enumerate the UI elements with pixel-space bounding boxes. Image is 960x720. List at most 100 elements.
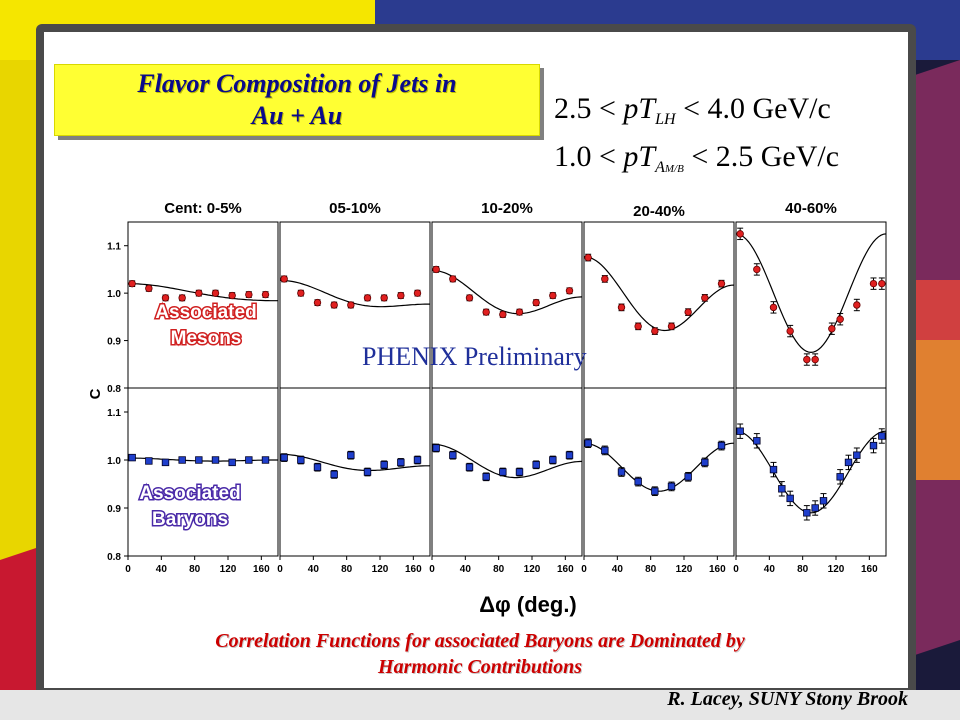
meson-point: [803, 355, 811, 364]
x-tick-label: 160: [861, 564, 878, 575]
meson-point: [449, 275, 457, 283]
baryon-point: [347, 451, 355, 459]
meson-point: [549, 291, 557, 300]
meson-point: [878, 279, 886, 288]
baryon-point: [651, 487, 659, 495]
x-tick-label: 160: [405, 564, 422, 575]
baryon-point: [532, 461, 540, 469]
baryon-point: [803, 509, 811, 517]
meson-row-label: Associated: [155, 302, 256, 323]
baryon-point: [413, 456, 422, 464]
y-tick-label: 0.8: [107, 384, 121, 395]
x-tick-label: 40: [612, 564, 624, 575]
baryon-point: [565, 451, 574, 459]
meson-point: [786, 327, 794, 335]
x-tick-label: 120: [372, 564, 389, 575]
meson-point: [634, 322, 642, 331]
y-tick-label: 1.0: [107, 289, 121, 300]
x-tick-label: 0: [125, 564, 131, 575]
kinematics-line1: 2.5 < pTLH < 4.0 GeV/c: [554, 92, 831, 129]
kin2-sub-sub: M/B: [664, 163, 684, 175]
x-tick-label: 40: [156, 564, 168, 575]
meson-point: [584, 253, 592, 262]
meson-point: [684, 308, 692, 316]
meson-point: [128, 279, 136, 288]
baryon-point: [584, 439, 592, 447]
y-axis-label: C: [87, 388, 104, 399]
meson-point: [811, 355, 819, 364]
x-tick-label: 160: [709, 564, 726, 575]
meson-point: [736, 230, 744, 238]
preliminary-label: PHENIX Preliminary: [362, 342, 587, 371]
y-tick-label: 1.0: [107, 456, 121, 467]
baryon-point: [769, 465, 778, 474]
baryon-point: [178, 456, 186, 464]
meson-point: [261, 290, 270, 299]
author-credit: R. Lacey, SUNY Stony Brook: [667, 688, 908, 710]
meson-point: [828, 325, 836, 333]
baryon-point: [313, 463, 322, 471]
meson-point: [161, 294, 170, 302]
x-tick-label: 160: [253, 564, 270, 575]
meson-point: [465, 294, 474, 302]
meson-point: [617, 303, 626, 312]
meson-point: [280, 275, 288, 283]
baryon-point: [499, 468, 507, 476]
meson-point: [601, 275, 609, 283]
panel-frame: [735, 221, 887, 389]
kin2-rhs: < 2.5 GeV/c: [691, 140, 840, 173]
baryon-point: [195, 456, 203, 464]
x-tick-label: 120: [828, 564, 845, 575]
meson-point: [195, 289, 203, 297]
baryon-point: [667, 482, 676, 491]
baryon-point: [634, 477, 642, 486]
meson-point: [413, 289, 422, 297]
kin2-sub: AM/B: [655, 159, 684, 176]
y-tick-label: 0.9: [107, 337, 121, 348]
fit-curve: [279, 453, 430, 472]
panel-title: Cent: 0-5%: [164, 200, 242, 217]
meson-point: [717, 279, 726, 288]
baryon-point: [330, 470, 338, 479]
kin1-rhs: < 4.0 GeV/c: [683, 92, 831, 125]
x-tick-label: 120: [220, 564, 237, 575]
x-tick-label: 80: [189, 564, 201, 575]
footer-line1: Correlation Functions for associated Bar…: [215, 630, 745, 652]
baryon-point: [836, 473, 844, 481]
baryon-point: [245, 456, 253, 464]
fit-curve: [431, 269, 583, 315]
meson-row-label: Mesons: [171, 328, 242, 349]
fit-curve: [279, 279, 430, 308]
x-tick-label: 0: [429, 564, 435, 575]
panel-frame: [735, 387, 887, 557]
footer-line2: Harmonic Contributions: [378, 656, 582, 678]
meson-point: [380, 294, 388, 302]
y-tick-label: 1.1: [107, 408, 121, 419]
panel-title: 05-10%: [329, 200, 381, 217]
meson-point: [532, 298, 540, 307]
meson-point: [178, 294, 186, 302]
baryon-point: [380, 461, 388, 469]
baryon-point: [465, 463, 474, 471]
kin1-lhs: 2.5 <: [554, 92, 616, 125]
x-tick-label: 40: [308, 564, 320, 575]
meson-point: [313, 298, 322, 307]
kin1-var: pT: [623, 92, 656, 125]
panel-frame: [431, 387, 583, 557]
baryon-point: [228, 458, 236, 467]
baryon-point: [617, 468, 626, 476]
meson-point: [397, 291, 405, 300]
y-tick-label: 0.9: [107, 504, 121, 515]
fit-curve: [583, 256, 735, 332]
meson-point: [363, 294, 372, 302]
baryon-point: [786, 494, 794, 503]
meson-point: [753, 265, 761, 274]
baryon-point: [145, 457, 153, 465]
meson-point: [769, 303, 778, 312]
kin1-sub: LH: [655, 111, 676, 128]
fit-curve: [735, 430, 887, 514]
baryon-point: [753, 437, 761, 445]
y-tick-label: 0.8: [107, 552, 121, 563]
panel-title: 20-40%: [633, 203, 685, 220]
